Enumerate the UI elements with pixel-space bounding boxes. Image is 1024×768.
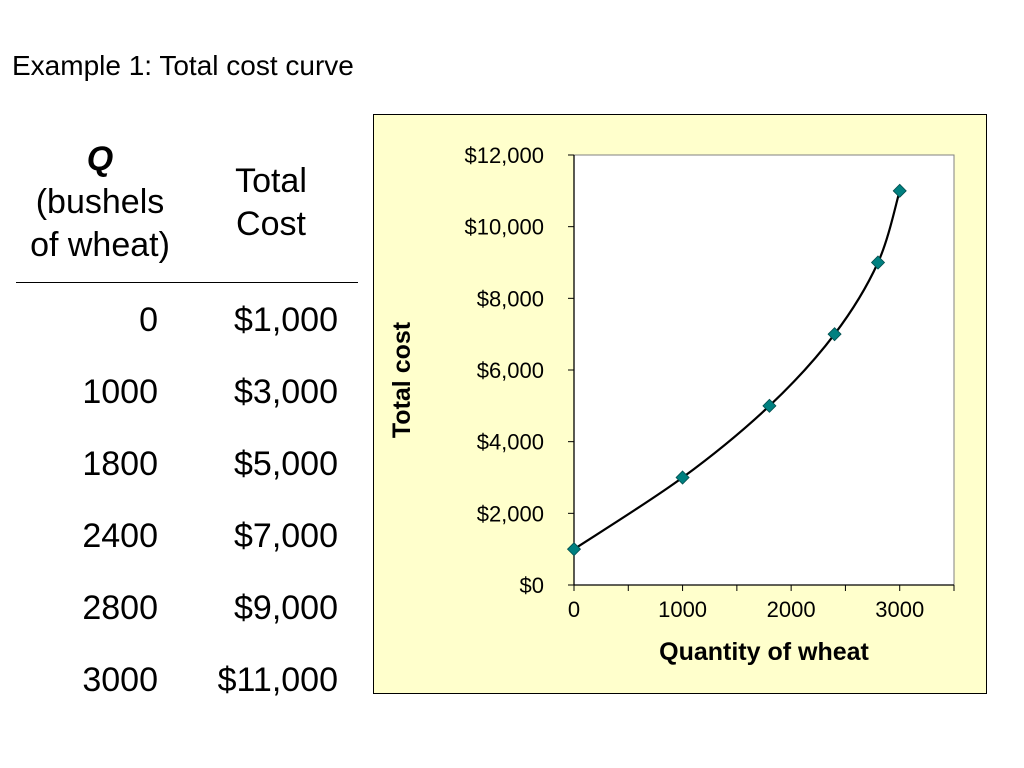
data-point (675, 470, 690, 485)
cell-quantity: 1000 (82, 373, 158, 411)
y-tick-label: $10,000 (464, 215, 544, 240)
cell-quantity: 2800 (82, 589, 158, 627)
chart-panel: $0 $2,000 $4,000 $6,000 $8,000 $10,000 $12,000… (373, 114, 987, 694)
data-point (827, 327, 842, 342)
y-axis-title: Total cost (388, 321, 416, 438)
cell-quantity: 1800 (82, 445, 158, 483)
table-row: 2400 $7,000 (16, 499, 358, 571)
cell-total-cost: $9,000 (234, 589, 338, 627)
data-point (566, 542, 582, 557)
cell-total-cost: $11,000 (217, 661, 338, 699)
x-axis-title: Quantity of wheat (659, 638, 869, 666)
y-tick-label: $12,000 (464, 143, 544, 168)
y-tick-label: $8,000 (477, 286, 544, 311)
x-tick-label: 2000 (767, 597, 816, 622)
cell-total-cost: $1,000 (234, 301, 338, 339)
table-row: 3000 $11,000 (16, 643, 358, 715)
data-point (870, 255, 886, 270)
header-q-unit-line2: of wheat) (30, 226, 170, 264)
y-tick-label: $0 (520, 573, 544, 598)
x-tick-label: 1000 (658, 597, 707, 622)
y-tick-label: $6,000 (477, 358, 544, 383)
cell-total-cost: $7,000 (234, 517, 338, 555)
header-total-cost: Total Cost (206, 160, 336, 246)
cell-quantity: 3000 (82, 661, 158, 699)
header-cost-line2: Cost (236, 205, 306, 243)
cell-quantity: 0 (139, 301, 158, 339)
data-point (892, 183, 907, 198)
x-tick-label: 0 (568, 597, 580, 622)
table-row: 1800 $5,000 (16, 427, 358, 499)
total-cost-chart: $0 $2,000 $4,000 $6,000 $8,000 $10,000 $12,000… (388, 143, 955, 666)
x-tick-label: 3000 (875, 597, 924, 622)
plot-area (573, 154, 955, 586)
cost-table: Q (bushels of wheat) Total Cost 0 $1,000… (16, 138, 358, 715)
data-point (762, 398, 777, 413)
header-quantity: Q (bushels of wheat) (16, 138, 184, 267)
y-tick-label: $4,000 (477, 430, 544, 455)
cell-total-cost: $5,000 (234, 445, 338, 483)
y-tick-label: $2,000 (477, 501, 544, 526)
table-row: 0 $1,000 (16, 283, 358, 355)
header-q-unit-line1: (bushels (35, 183, 165, 221)
table-header: Q (bushels of wheat) Total Cost (16, 138, 358, 283)
cell-total-cost: $3,000 (234, 373, 338, 411)
header-q-symbol: Q (86, 140, 114, 178)
cell-quantity: 2400 (82, 517, 158, 555)
table-row: 1000 $3,000 (16, 355, 358, 427)
header-cost-line1: Total (235, 162, 307, 200)
slide-title: Example 1: Total cost curve (12, 50, 354, 81)
table-row: 2800 $9,000 (16, 571, 358, 643)
